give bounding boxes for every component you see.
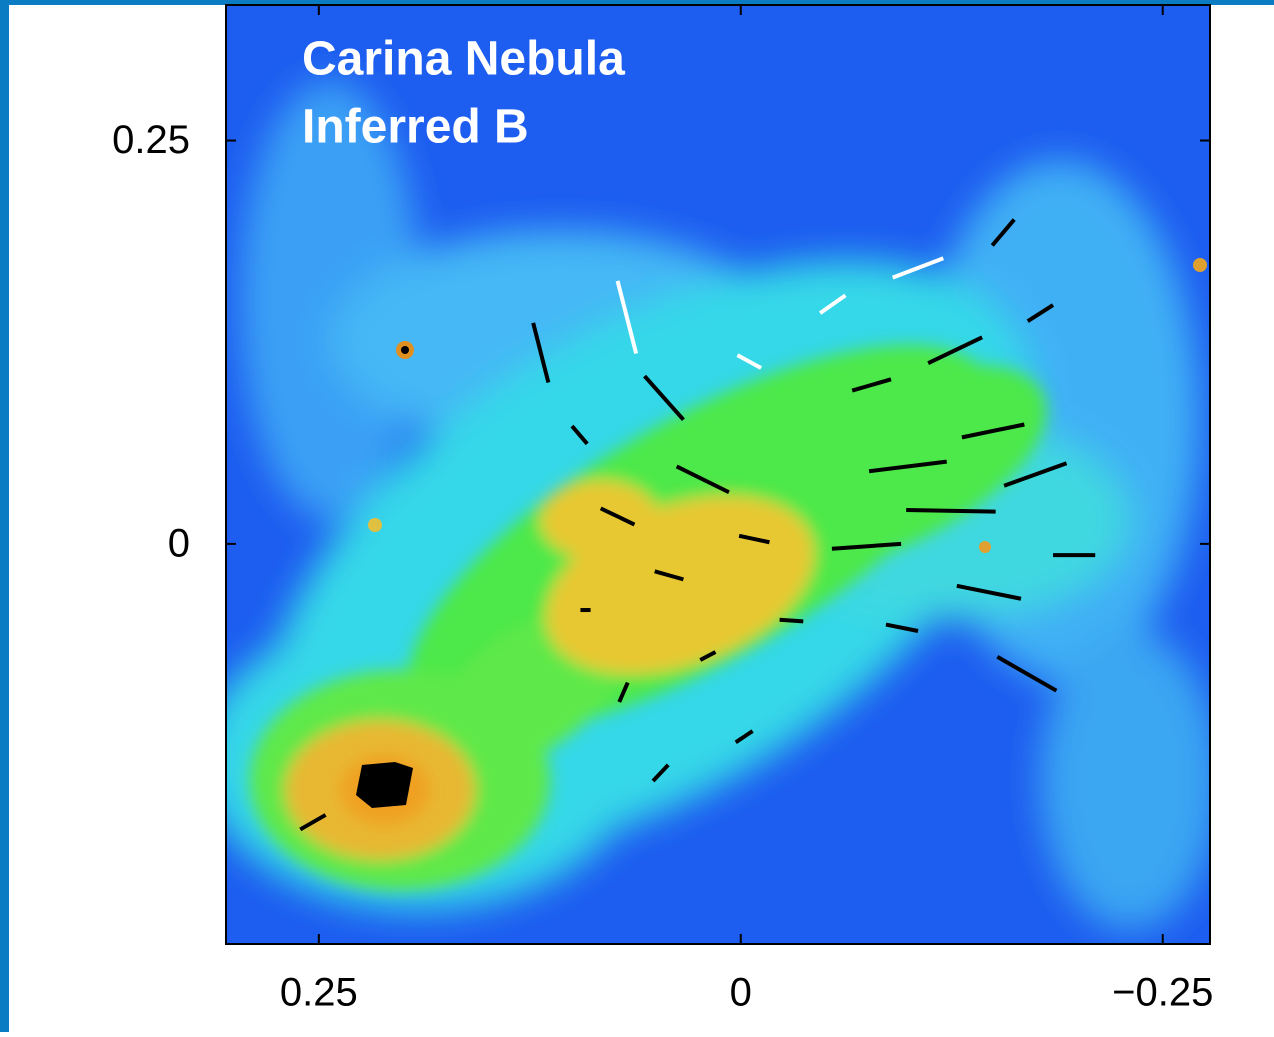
b-vector [906, 510, 995, 512]
chart-title: Carina Nebula [302, 33, 625, 86]
x-tick-label: −0.25 [1112, 971, 1213, 1015]
x-tick-label: 0 [730, 971, 752, 1015]
frame-left [0, 0, 9, 1032]
x-tick-label: 0.25 [280, 971, 358, 1015]
b-vector [780, 620, 804, 622]
y-tick-label: 0.25 [112, 118, 190, 162]
chart-subtitle: Inferred B [302, 101, 529, 154]
chart: Carina Nebula Inferred B 0.25 0 −0.25 0.25 0 [0, 0, 1274, 1032]
y-tick-label: 0 [168, 521, 190, 565]
